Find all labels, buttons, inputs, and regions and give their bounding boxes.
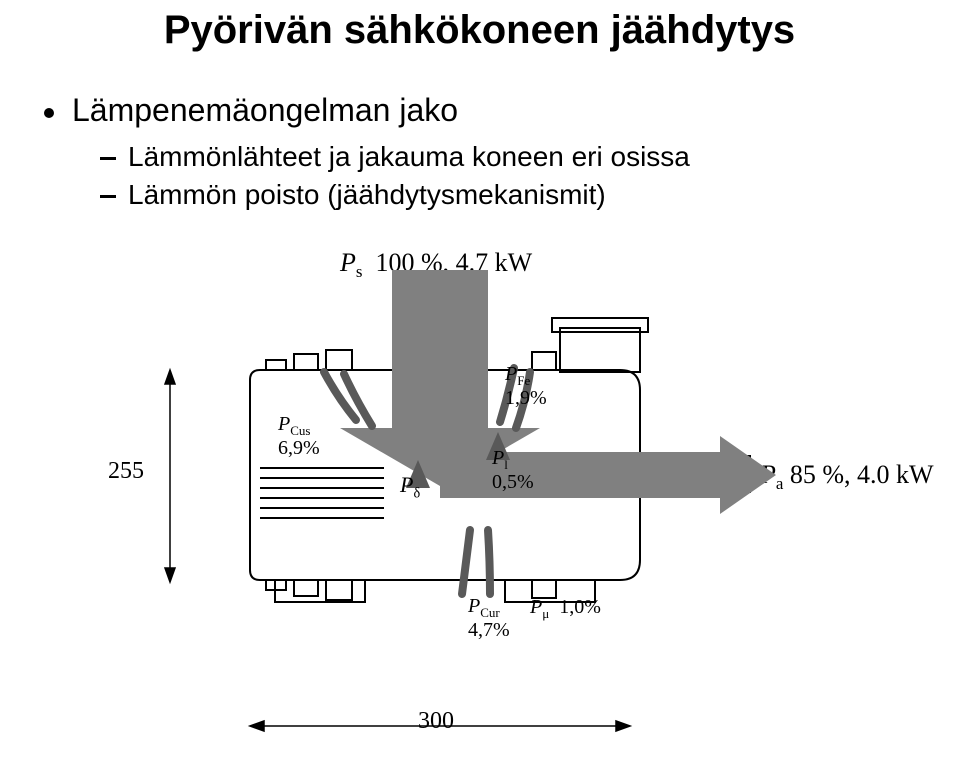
PCur-arrows (462, 530, 490, 594)
bullet-level2-a: Lämmönlähteet ja jakauma koneen eri osis… (100, 141, 920, 173)
bullet2b-text: Lämmön poisto (jäähdytysmekanismit) (128, 179, 606, 210)
bullet-list: Lämpenemäongelman jako Lämmönlähteet ja … (40, 92, 920, 217)
PCur-label: PCur 4,7% (468, 596, 510, 641)
PCus-arrows (324, 372, 372, 426)
dim-h-label: 300 (418, 708, 454, 735)
slide-title: Pyörivän sähkökoneen jäähdytys (0, 8, 959, 53)
Pmu-sym: Pμ (530, 596, 549, 618)
bullet-dot-icon (44, 108, 54, 118)
bullet1-text: Lämpenemäongelman jako (72, 92, 458, 128)
dim-v-label: 255 (108, 458, 144, 485)
PCus-pct: 6,9% (278, 438, 320, 459)
Pdelta-label: Pδ (400, 472, 420, 502)
motor-diagram (0, 270, 959, 750)
PFe-label: PFe 1,9% (505, 364, 547, 409)
PFe-pct: 1,9% (505, 388, 547, 409)
motor-svg (0, 270, 959, 750)
bullet-dash-icon (100, 157, 116, 160)
PCur-pct: 4,7% (468, 620, 510, 641)
Pl-sym: Pl (492, 448, 534, 472)
PFe-sym: PFe (505, 364, 547, 388)
PCus-sym: PCus (278, 414, 320, 438)
bullet2a-text: Lämmönlähteet ja jakauma koneen eri osis… (128, 141, 690, 172)
Pmu-pct: 1,0% (559, 596, 601, 618)
Pl-label: Pl 0,5% (492, 448, 534, 493)
Pl-pct: 0,5% (492, 472, 534, 493)
dim-vertical (165, 370, 175, 582)
Pmu-label: Pμ 1,0% (530, 596, 601, 622)
bullet-level2-b: Lämmön poisto (jäähdytysmekanismit) (100, 179, 920, 211)
PCur-sym: PCur (468, 596, 510, 620)
PCus-label: PCus 6,9% (278, 414, 320, 459)
bullet-level1: Lämpenemäongelman jako (40, 92, 920, 129)
bullet-dash-icon (100, 195, 116, 198)
